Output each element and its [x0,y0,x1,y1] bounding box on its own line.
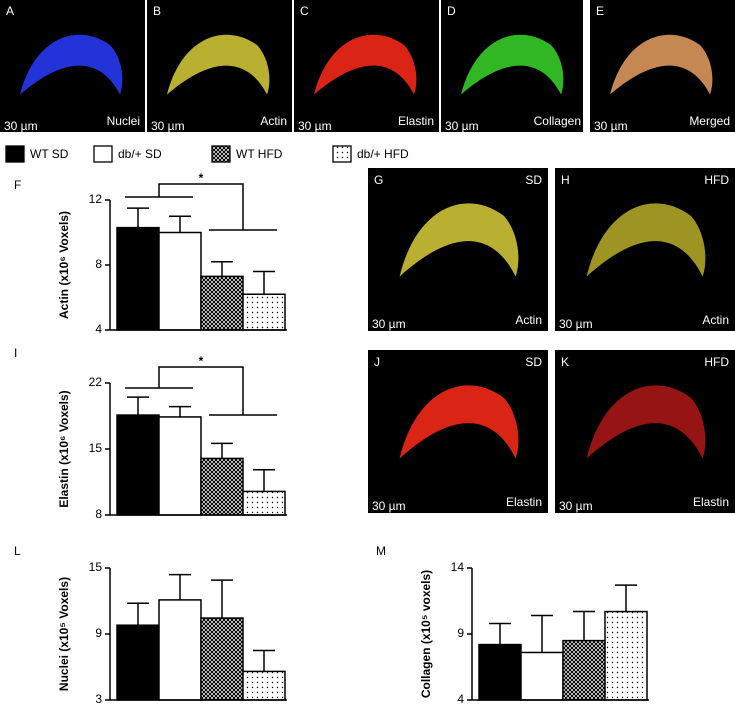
y-tick-label: 22 [89,375,103,389]
legend-swatch [211,145,231,163]
panel-letter: H [561,173,570,187]
image-panel [555,168,735,331]
panel-letter: J [374,355,380,369]
stain-label: Actin [260,114,287,128]
panel-letter: F [14,178,21,192]
stain-label: Merged [689,114,730,128]
stain-label: Collagen [534,114,581,128]
y-tick-label: 4 [95,322,102,336]
stain-label: Actin [515,313,542,327]
panel-letter: K [561,355,569,369]
scale-bar: 30 µm [445,119,479,133]
legend-label: db/+ SD [118,147,162,161]
tissue-render [399,203,519,277]
scale-bar: 30 µm [559,499,593,513]
bar [520,651,564,701]
stain-label: Elastin [398,114,434,128]
panel-letter: M [376,544,386,558]
tissue-render [20,34,123,95]
significance-bracket [125,183,277,231]
image-panel [368,350,548,513]
y-tick-label: 4 [457,692,464,706]
significance-bracket [125,366,277,416]
condition-label: HFD [704,355,729,369]
legend-label: WT HFD [236,147,283,161]
tissue-render [586,203,706,277]
image-panel [555,350,735,513]
legend-label: db/+ HFD [357,147,409,161]
panel-letter: L [14,544,21,558]
panel-letter: I [14,346,17,360]
panel-letter: B [153,4,161,18]
bar [242,293,286,331]
legend-swatch [5,145,25,163]
y-tick-label: 14 [451,560,465,574]
legend-swatch [93,145,113,163]
scale-bar: 30 µm [559,317,593,331]
bar [116,226,160,331]
bar [200,457,244,516]
tissue-render [610,34,713,95]
y-axis-label: Nuclei (x10⁵ Voxels) [57,577,71,691]
y-tick-label: 3 [95,692,102,706]
y-axis-label: Elastin (x10⁶ Voxels) [57,390,71,507]
legend-swatch [332,145,352,163]
stain-label: Nuclei [107,114,140,128]
separator [583,0,587,132]
image-panel [368,168,548,331]
panel-letter: C [300,4,309,18]
scale-bar: 30 µm [372,499,406,513]
scale-bar: 30 µm [4,119,38,133]
scale-bar: 30 µm [298,119,332,133]
significance-star: * [199,171,204,185]
stain-label: Elastin [693,495,729,509]
y-tick-label: 9 [457,626,464,640]
tissue-render [399,385,519,459]
panel-letter: D [447,4,456,18]
condition-label: HFD [704,173,729,187]
panel-letter: A [6,4,14,18]
tissue-render [586,385,706,459]
bar [116,624,160,701]
bar [116,414,160,516]
tissue-render [314,34,417,95]
bar [242,670,286,701]
panel-letter: E [596,4,604,18]
significance-star: * [199,354,204,368]
scale-bar: 30 µm [151,119,185,133]
legend-label: WT SD [30,147,69,161]
bar [242,490,286,516]
condition-label: SD [525,173,542,187]
y-axis-label: Actin (x10⁶ Voxels) [57,211,71,319]
condition-label: SD [525,355,542,369]
bar [158,231,202,331]
y-tick-label: 15 [89,441,103,455]
bar [478,643,522,701]
bar [158,416,202,516]
y-tick-label: 8 [95,257,102,271]
scale-bar: 30 µm [372,317,406,331]
y-axis-label: Collagen (x10⁵ voxels) [419,570,433,698]
stain-label: Elastin [506,495,542,509]
tissue-render [167,34,270,95]
bar [562,639,606,701]
tissue-render [461,34,564,95]
y-tick-label: 9 [95,626,102,640]
y-tick-label: 15 [89,560,103,574]
bar [604,610,648,701]
bar [158,599,202,701]
stain-label: Actin [702,313,729,327]
panel-letter: G [374,173,383,187]
scale-bar: 30 µm [594,119,628,133]
y-tick-label: 8 [95,507,102,521]
bar [200,275,244,331]
bar [200,617,244,701]
y-tick-label: 12 [89,192,103,206]
